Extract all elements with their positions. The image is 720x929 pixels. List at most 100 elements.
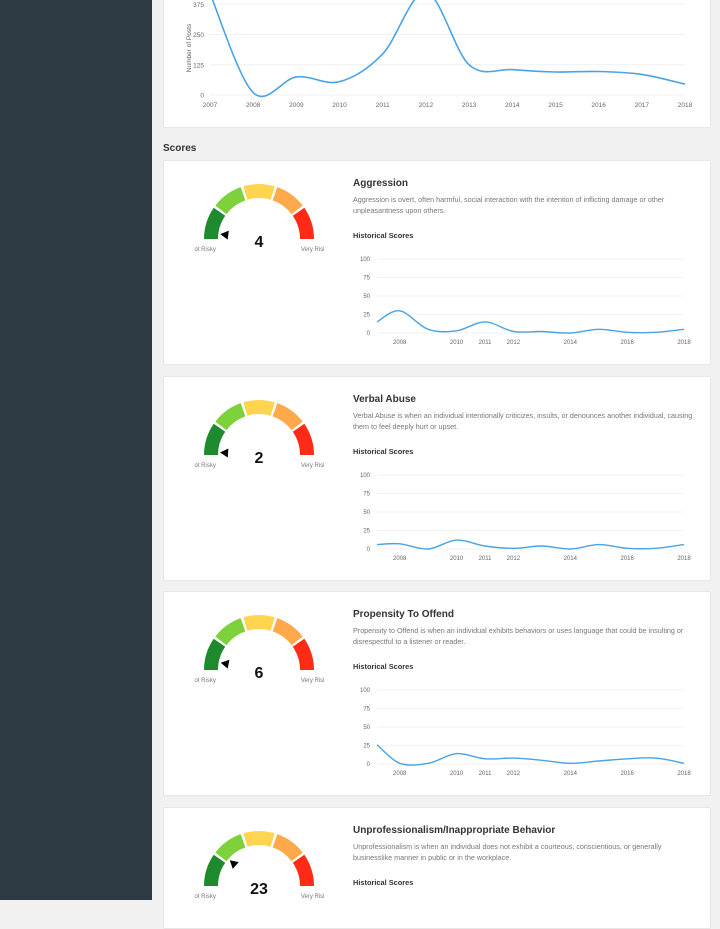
posts-chart-card: Number of Posts 375 250 125 0 2007 2008 2009 201… (163, 0, 711, 128)
score-value: 23 (250, 881, 268, 898)
gauge-max-label: Very Risky (301, 894, 324, 900)
posts-line-chart: Number of Posts 375 250 125 0 2007 2008 2009 201… (186, 0, 693, 109)
score-series-line (376, 539, 685, 550)
gauge-min-label: Not Risky (194, 678, 216, 684)
risk-gauge: 6 Not Risky Very Risky (194, 615, 324, 684)
y-axis-label: Number of Posts (186, 23, 193, 72)
score-card-description: Aggression is overt, often harmful, soci… (353, 195, 665, 215)
x-tick-label: 2008 (246, 102, 261, 109)
x-tick-label: 2016 (620, 556, 634, 562)
y-tick-label: 100 (360, 257, 371, 263)
x-tick-label: 2008 (393, 771, 407, 777)
x-tick-label: 2008 (393, 340, 407, 346)
score-card-aggression: 4 Not Risky Very Risky Aggression Aggressi… (163, 160, 711, 365)
historical-scores-label: Historical Scores (353, 231, 414, 240)
x-tick-label: 2012 (507, 771, 521, 777)
y-tick-label: 0 (367, 762, 371, 768)
y-tick-label: 250 (193, 32, 204, 39)
x-tick-label: 2018 (677, 340, 691, 346)
gauge-band (272, 403, 303, 431)
gauge-pointer (220, 230, 229, 240)
x-tick-label: 2016 (620, 340, 634, 346)
y-tick-label: 50 (363, 294, 370, 300)
score-card-description: Unprofessionalism is when an individual … (353, 842, 662, 862)
gauge-band (292, 207, 314, 239)
score-series-line (376, 310, 685, 334)
x-tick-label: 2016 (620, 771, 634, 777)
y-tick-label: 75 (363, 707, 370, 713)
gauge-band (204, 423, 226, 455)
x-tick-label: 2017 (635, 102, 650, 109)
score-card-propensity-to-offend: 6 Not Risky Very Risky Propensity To Offen… (163, 591, 711, 796)
x-tick-label: 2012 (507, 340, 521, 346)
gauge-band (215, 834, 246, 862)
risk-gauge: 2 Not Risky Very Risky (194, 400, 324, 469)
gauge-band (204, 207, 226, 239)
gauge-band (215, 187, 246, 215)
gauge-band (215, 403, 246, 431)
y-tick-label: 125 (193, 62, 204, 69)
gauge-band (272, 618, 303, 646)
x-tick-label: 2018 (678, 102, 693, 109)
gauge-band (215, 618, 246, 646)
gauge-pointer (220, 448, 229, 458)
x-tick-label: 2018 (677, 556, 691, 562)
x-tick-label: 2010 (332, 102, 347, 109)
gauge-max-label: Very Risky (301, 678, 324, 684)
historical-scores-label: Historical Scores (353, 878, 414, 887)
x-tick-label: 2016 (591, 102, 606, 109)
x-tick-label: 2018 (677, 771, 691, 777)
y-tick-label: 25 (363, 529, 370, 535)
x-tick-label: 2011 (479, 340, 493, 346)
main-content: Number of Posts 375 250 125 0 2007 2008 2009 201… (152, 0, 720, 929)
score-card-title: Verbal Abuse (353, 394, 416, 405)
y-tick-label: 75 (363, 492, 370, 498)
x-tick-label: 2009 (289, 102, 304, 109)
gauge-min-label: Not Risky (194, 894, 216, 900)
historical-scores-chart: 100 75 50 25 0 2008 2010 2011 2012 2014 2016 2018 (360, 257, 691, 346)
score-card-title: Propensity To Offend (353, 609, 454, 620)
y-tick-label: 100 (360, 473, 371, 479)
sidebar (0, 0, 152, 900)
risk-gauge: 23 Not Risky Very Risky (194, 831, 324, 900)
x-tick-label: 2011 (479, 771, 493, 777)
x-tick-label: 2010 (450, 556, 464, 562)
x-tick-label: 2014 (564, 771, 578, 777)
gauge-band (272, 187, 303, 215)
gauge-min-label: Not Risky (194, 247, 216, 253)
score-card-title: Aggression (353, 178, 409, 189)
x-tick-label: 2007 (203, 102, 218, 109)
risk-gauge: 4 Not Risky Very Risky (194, 184, 324, 253)
historical-scores-label: Historical Scores (353, 662, 414, 671)
gauge-band (243, 184, 275, 200)
score-card-description: Verbal Abuse is when an individual inten… (353, 411, 693, 431)
score-card-description: Propensity to Offend is when an individu… (353, 626, 684, 646)
y-tick-label: 50 (363, 510, 370, 516)
score-value: 4 (255, 234, 264, 251)
score-card-title: Unprofessionalism/Inappropriate Behavior (353, 825, 556, 836)
historical-scores-label: Historical Scores (353, 447, 414, 456)
gauge-pointer (229, 860, 239, 869)
x-tick-label: 2011 (479, 556, 493, 562)
y-tick-label: 0 (200, 93, 204, 100)
gauge-pointer (220, 659, 230, 669)
x-tick-label: 2012 (507, 556, 521, 562)
x-tick-label: 2008 (393, 556, 407, 562)
scores-heading: Scores (163, 143, 197, 154)
gauge-band (243, 400, 275, 416)
score-value: 6 (255, 665, 264, 682)
gauge-band (292, 854, 314, 886)
posts-series-line (211, 0, 686, 98)
score-value: 2 (255, 450, 264, 467)
x-tick-label: 2014 (564, 556, 578, 562)
gauge-band (204, 854, 226, 886)
historical-scores-chart: 100 75 50 25 0 2008 2010 2011 2012 2014 2016 2018 (360, 473, 691, 562)
score-card-verbal-abuse: 2 Not Risky Very Risky Verbal Abuse Verbal… (163, 376, 711, 581)
gauge-band (243, 615, 275, 631)
x-tick-label: 2015 (548, 102, 563, 109)
gauge-band (292, 423, 314, 455)
y-tick-label: 375 (193, 2, 204, 9)
y-tick-label: 25 (363, 744, 370, 750)
gauge-band (204, 638, 226, 670)
y-tick-label: 50 (363, 725, 370, 731)
